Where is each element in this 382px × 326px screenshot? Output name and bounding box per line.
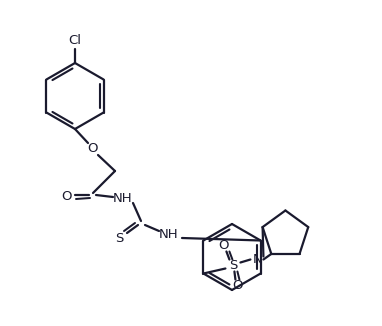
Text: NH: NH: [159, 229, 179, 242]
Text: O: O: [232, 279, 243, 292]
Text: S: S: [115, 232, 123, 245]
Text: NH: NH: [113, 192, 133, 205]
Text: S: S: [229, 259, 238, 272]
Text: O: O: [62, 190, 72, 203]
Text: Cl: Cl: [68, 35, 81, 48]
Text: N: N: [253, 253, 262, 266]
Text: O: O: [88, 142, 98, 156]
Text: O: O: [218, 239, 229, 252]
